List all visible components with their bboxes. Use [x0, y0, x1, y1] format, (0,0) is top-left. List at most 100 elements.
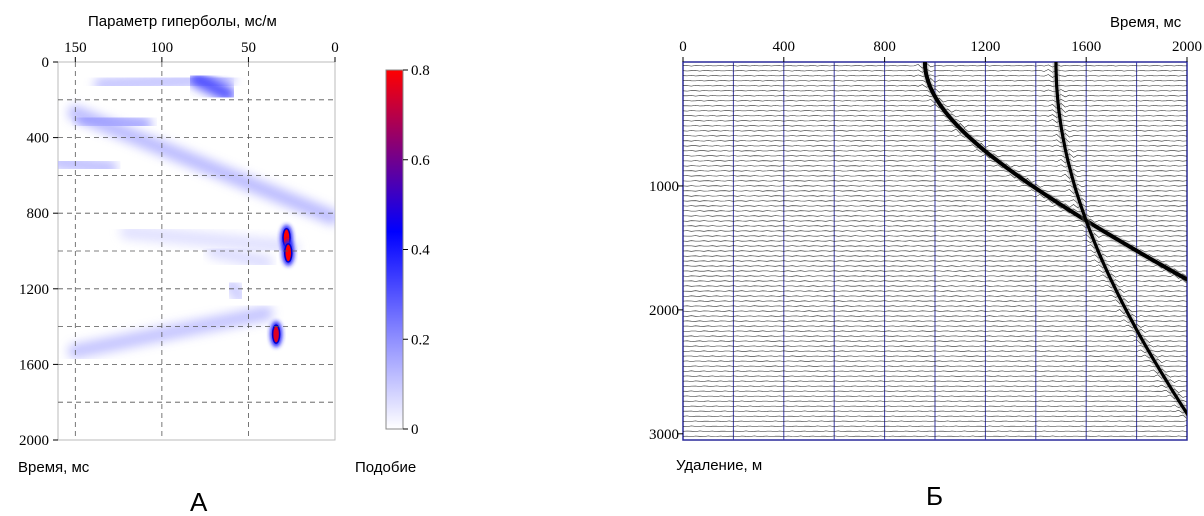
gather-trace	[683, 253, 1187, 259]
gather-trace	[683, 158, 1187, 164]
gather-trace	[683, 368, 1187, 374]
gather-trace	[683, 223, 1187, 229]
semblance-peak	[284, 243, 293, 263]
gather-trace	[683, 62, 1187, 69]
gather-events	[921, 62, 1187, 420]
panel-label-b: Б	[926, 481, 943, 511]
gather-trace	[683, 308, 1187, 315]
semblance-y-tick-label: 800	[27, 206, 50, 222]
gather-trace	[683, 218, 1187, 223]
gather-trace	[683, 358, 1187, 364]
gather-trace	[683, 163, 1187, 169]
semblance-y-tick-label: 1200	[19, 282, 49, 298]
semblance-band	[58, 154, 118, 176]
gather-y-axis-title: Удаление, м	[676, 457, 762, 474]
semblance-y-axis-title: Время, мс	[18, 459, 90, 476]
gather-trace	[683, 132, 1187, 139]
gather-trace	[683, 279, 1187, 284]
gather-trace	[683, 208, 1187, 214]
semblance-heat	[58, 71, 335, 359]
gather-trace	[683, 88, 1187, 93]
semblance-band	[67, 105, 335, 225]
semblance-band	[189, 71, 236, 102]
gather-trace	[683, 177, 1187, 184]
semblance-x-axis-title: Параметр гиперболы, мс/м	[88, 13, 277, 30]
colorbar: 0 0.2 0.4 0.6 0.8 Подобие	[355, 63, 430, 476]
gather-trace	[683, 173, 1187, 179]
gather-trace	[683, 384, 1187, 388]
gather-trace	[683, 194, 1187, 199]
gather-trace	[683, 74, 1187, 78]
colorbar-tick-label: 0.4	[411, 243, 430, 259]
gather-trace	[683, 142, 1187, 149]
gather-trace	[683, 153, 1187, 159]
colorbar-gradient	[385, 69, 404, 430]
gather-event-wavelet	[922, 62, 1187, 282]
gather-trace	[683, 123, 1187, 129]
semblance-y-tick-label: 0	[42, 55, 50, 71]
gather-trace	[683, 239, 1187, 243]
gather-trace	[683, 349, 1187, 354]
gather-x-tick-label: 1600	[1071, 39, 1101, 55]
gather-trace	[683, 273, 1187, 279]
gather-trace	[683, 365, 1187, 367]
gather-trace	[683, 102, 1187, 109]
semblance-y-tick-label: 400	[27, 131, 50, 147]
gather-trace	[683, 113, 1187, 118]
gather-trace	[683, 243, 1187, 249]
gather-trace	[683, 78, 1187, 83]
gather-trace	[683, 118, 1187, 123]
gather-trace	[683, 314, 1187, 318]
semblance-band	[76, 111, 153, 132]
gather-trace	[683, 268, 1187, 274]
gather-trace	[683, 353, 1187, 359]
gather-trace	[683, 294, 1187, 298]
gather-trace	[683, 128, 1187, 134]
gather-trace	[683, 188, 1187, 194]
gather-trace	[683, 399, 1187, 403]
gather-trace	[683, 404, 1187, 409]
gather-trace	[683, 414, 1187, 419]
colorbar-tick-label: 0.8	[411, 63, 430, 79]
gather-trace	[683, 68, 1187, 73]
gather-trace	[683, 148, 1187, 153]
semblance-grid	[58, 62, 335, 440]
gather-trace	[683, 97, 1187, 104]
semblance-band	[223, 277, 248, 304]
gather-trace	[683, 409, 1187, 414]
gather-trace	[683, 203, 1187, 209]
gather-trace	[683, 305, 1187, 307]
semblance-x-tick-label: 50	[241, 40, 256, 56]
gather-trace	[683, 249, 1187, 254]
gather-trace	[683, 84, 1187, 88]
gather-trace	[683, 107, 1187, 114]
gather-ticks: 0 400 800 1200 1600 2000 1000 2000 3000	[649, 39, 1202, 443]
gather-trace	[683, 263, 1187, 269]
gather-trace	[683, 373, 1187, 379]
gather-y-tick-label: 2000	[649, 303, 679, 319]
gather-trace	[683, 214, 1187, 218]
semblance-panel: 150 100 50 0 0 400 800 1200 1600 2000 Параметр ги…	[18, 13, 339, 476]
semblance-ticks: 150 100 50 0 0 400 800 1200 1600 2000	[19, 40, 339, 449]
gather-x-tick-label: 0	[679, 39, 687, 55]
semblance-y-tick-label: 2000	[19, 433, 49, 449]
gather-trace	[683, 298, 1187, 304]
semblance-y-tick-label: 1600	[19, 357, 49, 373]
gather-trace	[683, 388, 1187, 394]
semblance-band	[67, 305, 274, 359]
gather-trace	[683, 328, 1187, 333]
semblance-peak	[271, 324, 281, 344]
gather-y-tick-label: 1000	[649, 179, 679, 195]
gather-trace	[683, 288, 1187, 294]
colorbar-tick-label: 0.6	[411, 153, 430, 169]
panel-label-a: А	[190, 487, 208, 516]
gather-x-tick-label: 1200	[970, 39, 1000, 55]
semblance-x-tick-label: 0	[331, 40, 339, 56]
gather-trace	[683, 379, 1187, 383]
gather-trace	[683, 425, 1187, 427]
colorbar-label: Подобие	[355, 459, 416, 476]
gather-event-wavelet	[1054, 62, 1187, 417]
gather-trace	[683, 344, 1187, 348]
gather-trace	[683, 393, 1187, 399]
